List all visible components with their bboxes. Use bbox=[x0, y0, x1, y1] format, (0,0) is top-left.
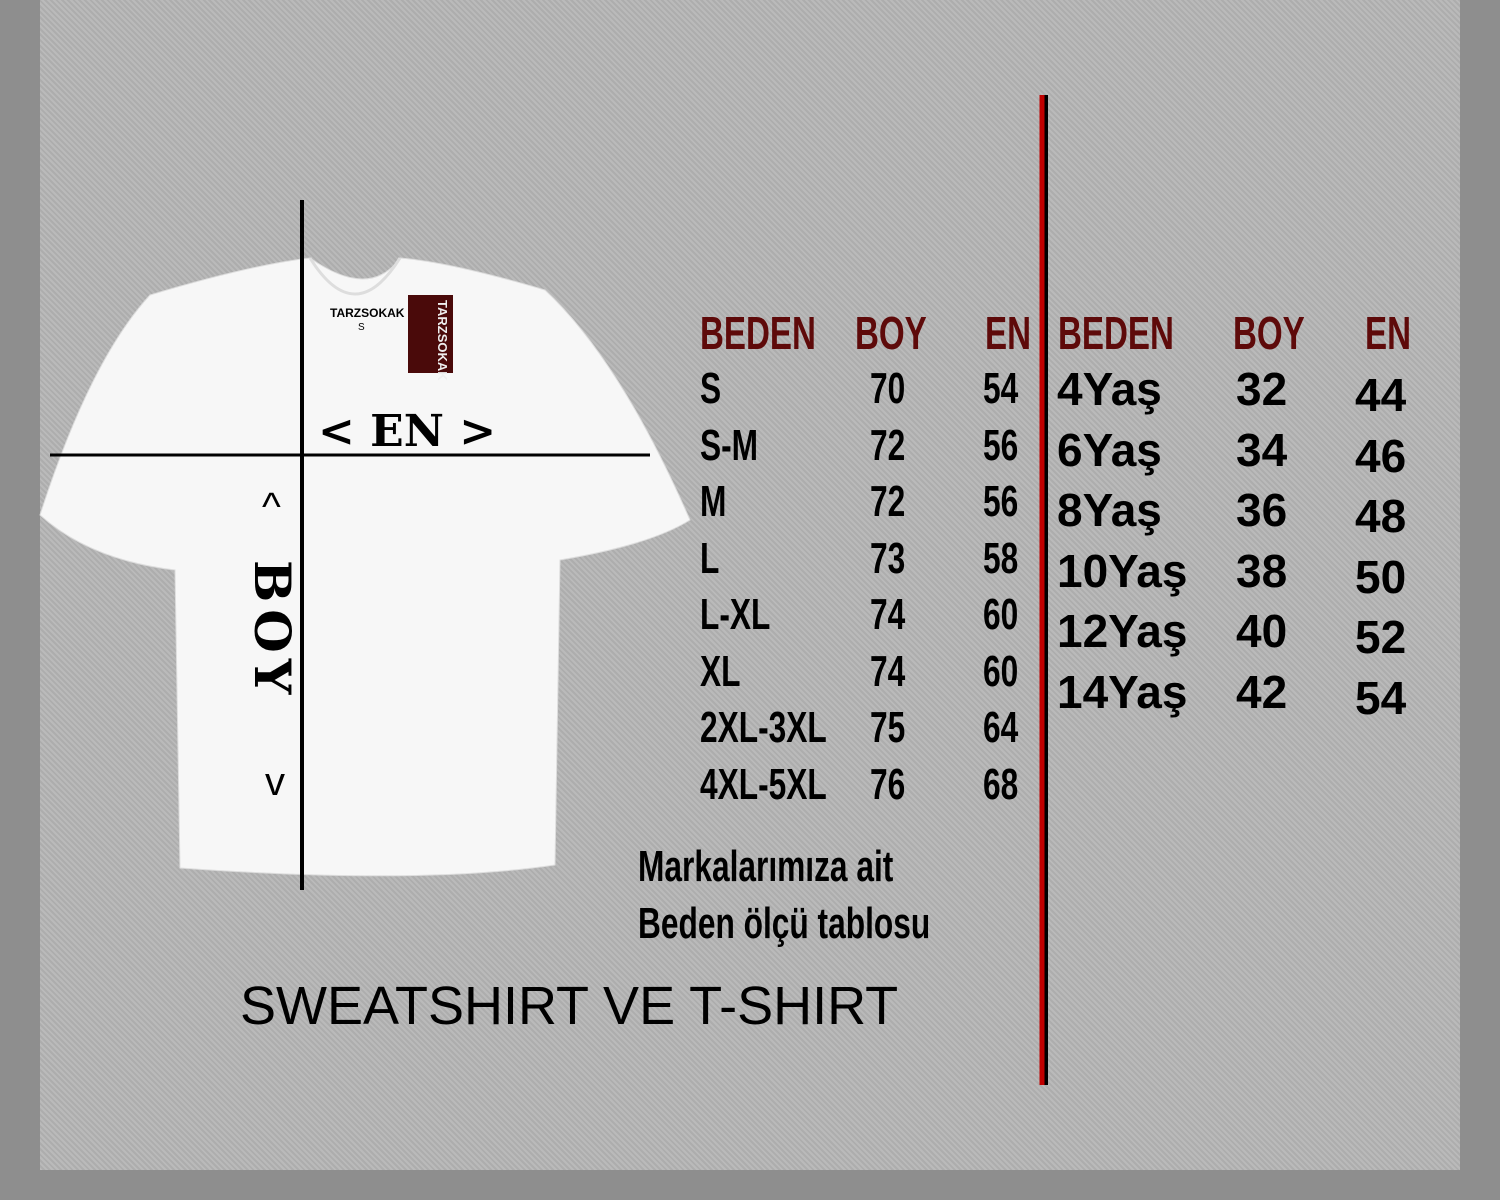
tshirt-shape bbox=[39, 257, 691, 877]
adult-size-cell: M bbox=[700, 477, 727, 526]
adult-en-cell: 60 bbox=[983, 590, 1019, 639]
adult-en-cell: 56 bbox=[983, 477, 1019, 526]
kids-boy-cell: 32 bbox=[1236, 363, 1288, 415]
adult-size-cell: S-M bbox=[700, 420, 759, 470]
adult-size-cell: L bbox=[700, 533, 720, 583]
kids-size-cell: 8Yaş bbox=[1057, 484, 1162, 536]
neck-label: TARZSOKAK bbox=[330, 306, 405, 320]
adult-size-cell: S bbox=[700, 364, 722, 413]
kids-boy-cell: 38 bbox=[1236, 544, 1288, 597]
kids-boy-cell: 34 bbox=[1236, 423, 1288, 476]
adult-en-cell: 54 bbox=[983, 364, 1019, 413]
hang-tag bbox=[408, 295, 453, 373]
kids-boy-cell: 42 bbox=[1236, 665, 1288, 718]
adult-en-cell: 60 bbox=[983, 646, 1019, 696]
caption-line1: Markalarımıza ait bbox=[638, 842, 894, 891]
kids-en-cell: 52 bbox=[1355, 611, 1407, 663]
kids-size-cell: 10Yaş bbox=[1057, 544, 1188, 597]
adult-boy-cell: 76 bbox=[870, 759, 906, 809]
kids-boy-cell: 36 bbox=[1236, 484, 1288, 536]
adult-size-cell: 2XL-3XL bbox=[700, 703, 827, 752]
adult-size-cell: 4XL-5XL bbox=[700, 759, 827, 809]
adult-boy-cell: 74 bbox=[870, 646, 906, 696]
kids-header-boy: BOY bbox=[1233, 307, 1305, 359]
tag-text: TARZSOKAK bbox=[435, 300, 450, 381]
kids-header-en: EN bbox=[1365, 307, 1412, 359]
product-title: SWEATSHIRT VE T-SHIRT bbox=[240, 976, 899, 1036]
neck-size: S bbox=[358, 322, 365, 333]
kids-en-cell: 48 bbox=[1355, 490, 1407, 542]
kids-header-beden: BEDEN bbox=[1058, 307, 1174, 359]
adult-en-cell: 56 bbox=[983, 420, 1019, 470]
width-label: < EN > bbox=[318, 406, 497, 457]
adult-boy-cell: 74 bbox=[870, 590, 906, 639]
adult-header-beden: BEDEN bbox=[700, 307, 816, 359]
adult-boy-cell: 73 bbox=[870, 533, 906, 583]
adult-en-cell: 64 bbox=[983, 703, 1019, 752]
background-panel bbox=[40, 0, 1460, 1170]
adult-size-cell: L-XL bbox=[700, 590, 771, 639]
adult-header-boy: BOY bbox=[855, 307, 927, 359]
kids-size-cell: 4Yaş bbox=[1057, 363, 1162, 415]
adult-boy-cell: 70 bbox=[870, 364, 906, 413]
kids-size-cell: 12Yaş bbox=[1057, 605, 1188, 657]
adult-header-en: EN bbox=[985, 307, 1032, 359]
kids-en-cell: 46 bbox=[1355, 429, 1407, 482]
adult-boy-cell: 72 bbox=[870, 477, 906, 526]
length-label: BOY bbox=[243, 560, 302, 701]
adult-boy-cell: 72 bbox=[870, 420, 906, 470]
kids-boy-cell: 40 bbox=[1236, 605, 1288, 657]
adult-boy-cell: 75 bbox=[870, 703, 906, 752]
adult-en-cell: 58 bbox=[983, 533, 1019, 583]
caption-line2: Beden ölçü tablosu bbox=[638, 899, 931, 948]
kids-en-cell: 54 bbox=[1355, 671, 1407, 724]
adult-en-cell: 68 bbox=[983, 759, 1019, 809]
kids-en-cell: 44 bbox=[1355, 369, 1407, 421]
length-arrow-down: v bbox=[265, 760, 285, 804]
kids-size-cell: 14Yaş bbox=[1057, 665, 1188, 718]
kids-en-cell: 50 bbox=[1355, 550, 1407, 603]
adult-size-cell: XL bbox=[700, 646, 741, 696]
length-arrow-up: ^ bbox=[262, 485, 281, 529]
kids-size-cell: 6Yaş bbox=[1057, 423, 1162, 476]
